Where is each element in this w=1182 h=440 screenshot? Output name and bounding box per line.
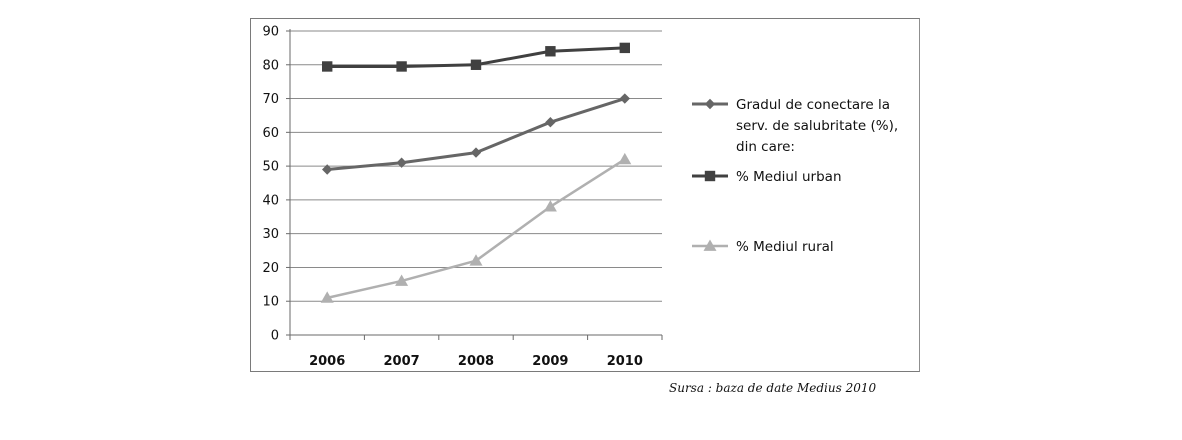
- y-tick-label: 70: [262, 92, 279, 107]
- square-marker: [619, 42, 630, 54]
- x-tick-labels: 2006 2007 2008 2009 2010: [309, 354, 643, 369]
- series-square: [322, 42, 630, 72]
- y-tick-label: 30: [262, 227, 279, 242]
- y-tick-label: 10: [262, 295, 279, 310]
- legend-label: din care:: [736, 139, 795, 155]
- legend-label: % Mediul urban: [736, 169, 842, 185]
- chart-frame: [250, 18, 920, 372]
- triangle-marker: [618, 152, 632, 165]
- y-tick-labels: 0 10 20 30 40 50 60 70 80 90: [262, 25, 279, 344]
- x-tick-label: 2008: [458, 354, 494, 369]
- legend-item-diamond: Gradul de conectare la serv. de salubrita…: [692, 97, 898, 155]
- x-tick-label: 2010: [607, 354, 643, 369]
- diamond-marker: [704, 98, 716, 110]
- square-marker: [322, 61, 333, 72]
- legend-label: serv. de salubritate (%),: [736, 118, 898, 134]
- y-tick-label: 60: [262, 126, 279, 141]
- square-marker: [704, 170, 716, 182]
- axes: [286, 29, 663, 340]
- legend: Gradul de conectare la serv. de salubrita…: [692, 97, 898, 255]
- series-triangle: [320, 152, 632, 303]
- triangle-marker: [395, 274, 409, 286]
- x-tick-label: 2007: [384, 354, 420, 369]
- series: [320, 42, 632, 303]
- square-marker: [396, 61, 407, 72]
- gridlines: [290, 30, 662, 302]
- diamond-marker: [545, 117, 556, 128]
- series-line: [327, 97, 626, 171]
- y-tick-label: 0: [271, 329, 279, 344]
- diamond-marker: [396, 157, 407, 168]
- y-tick-label: 20: [262, 261, 279, 276]
- y-tick-label: 50: [262, 160, 279, 175]
- legend-label: % Mediul rural: [736, 239, 834, 255]
- x-tick-label: 2006: [309, 354, 345, 369]
- y-tick-label: 80: [262, 58, 279, 73]
- series-line: [326, 158, 626, 300]
- diamond-marker: [322, 164, 333, 175]
- legend-label: Gradul de conectare la: [736, 97, 890, 113]
- triangle-marker: [469, 254, 483, 266]
- y-tick-label: 40: [262, 193, 279, 208]
- y-tick-label: 90: [262, 25, 279, 40]
- square-marker: [545, 46, 556, 57]
- triangle-marker: [703, 239, 717, 251]
- legend-item-triangle: % Mediul rural: [692, 239, 834, 255]
- diamond-marker: [619, 93, 630, 104]
- triangle-marker: [320, 291, 334, 303]
- x-tick-label: 2009: [532, 354, 568, 369]
- legend-item-square: % Mediul urban: [692, 169, 842, 185]
- square-marker: [470, 59, 482, 70]
- triangle-marker: [543, 200, 557, 212]
- series-diamond: [322, 93, 630, 175]
- source-note: Sursa : baza de date Medius 2010: [669, 381, 877, 395]
- diamond-marker: [470, 147, 482, 158]
